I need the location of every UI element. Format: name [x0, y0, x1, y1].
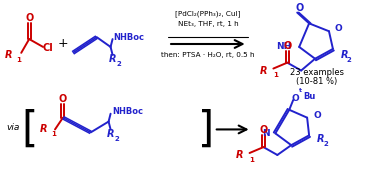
Text: [PdCl₂(PPh₃)₂, CuI]: [PdCl₂(PPh₃)₂, CuI] — [175, 10, 240, 17]
Text: O: O — [25, 13, 33, 23]
Text: 1: 1 — [51, 131, 56, 137]
Text: NH: NH — [276, 42, 291, 51]
Text: 2: 2 — [347, 57, 352, 63]
Text: O: O — [335, 24, 343, 33]
Text: t: t — [299, 88, 302, 93]
Text: R: R — [260, 65, 267, 76]
Text: O: O — [259, 125, 268, 135]
Text: R: R — [5, 50, 12, 60]
Text: (10-81 %): (10-81 %) — [296, 77, 338, 86]
Text: N: N — [262, 129, 270, 138]
Text: 23 examples: 23 examples — [290, 68, 344, 77]
Text: O: O — [295, 3, 303, 13]
Text: Cl: Cl — [43, 43, 53, 53]
Text: R: R — [108, 54, 116, 64]
Text: R: R — [40, 124, 47, 134]
Text: NHBoc: NHBoc — [113, 33, 144, 42]
Text: 2: 2 — [323, 141, 328, 147]
Text: 1: 1 — [16, 57, 21, 63]
Text: O: O — [59, 94, 67, 104]
Text: NEt₃, THF, rt, 1 h: NEt₃, THF, rt, 1 h — [178, 21, 238, 27]
Text: 1: 1 — [249, 157, 254, 163]
Text: [: [ — [21, 108, 37, 150]
Text: +: + — [57, 36, 68, 49]
Text: via: via — [6, 123, 20, 132]
Text: then: PTSA · H₂O, rt, 0.5 h: then: PTSA · H₂O, rt, 0.5 h — [161, 52, 255, 58]
Text: 2: 2 — [116, 61, 121, 67]
Text: O: O — [283, 41, 291, 51]
Text: R: R — [236, 150, 243, 160]
Text: ]: ] — [198, 108, 214, 150]
Text: R: R — [317, 134, 325, 144]
Text: 1: 1 — [273, 73, 278, 78]
Text: 2: 2 — [115, 136, 119, 142]
Text: O: O — [291, 93, 299, 102]
Text: Bu: Bu — [303, 92, 316, 100]
Text: R: R — [341, 50, 349, 60]
Text: NHBoc: NHBoc — [113, 107, 144, 116]
Text: O: O — [313, 111, 321, 120]
Text: R: R — [107, 129, 114, 139]
